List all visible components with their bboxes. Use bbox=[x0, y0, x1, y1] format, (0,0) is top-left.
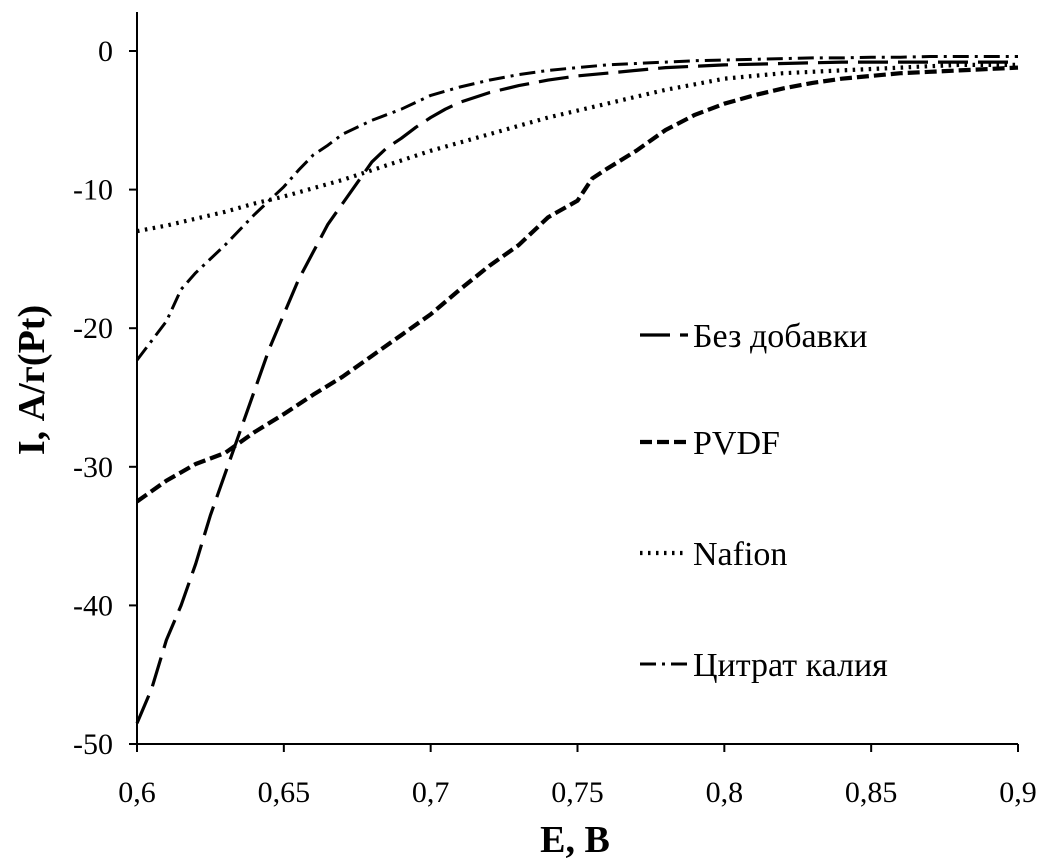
axes: 0-10-20-30-40-50 0,6 0,65 0,7 0,75 0,8 0,85 0,… bbox=[73, 12, 1037, 809]
legend: Без добавки PVDF Nafion Цитрат калия bbox=[640, 318, 888, 684]
x-tick-label: 0,7 bbox=[412, 776, 450, 809]
series-line-4 bbox=[135, 55, 1018, 362]
legend-label-1: Без добавки bbox=[693, 318, 867, 355]
y-tick-label: -10 bbox=[73, 174, 113, 207]
y-tick-label: -30 bbox=[73, 451, 113, 484]
x-tick-label: 0,75 bbox=[551, 776, 604, 809]
x-tick-label: 0,8 bbox=[706, 776, 744, 809]
x-axis-title: E, В bbox=[540, 819, 610, 861]
y-tick-label: -50 bbox=[73, 728, 113, 761]
x-tick-label: 0,6 bbox=[118, 776, 156, 809]
legend-label-3: Nafion bbox=[693, 536, 787, 573]
series-group bbox=[135, 55, 1019, 724]
series-line-2 bbox=[135, 65, 1019, 504]
x-ticks: 0,6 0,65 0,7 0,75 0,8 0,85 0,9 bbox=[118, 744, 1037, 809]
y-ticks: 0 -10 -20 -30 -40 -50 bbox=[73, 35, 137, 761]
x-tick-label: 0,9 bbox=[999, 776, 1037, 809]
y-tick-label: 0 bbox=[98, 35, 113, 68]
legend-label-2: PVDF bbox=[693, 425, 780, 462]
y-tick-label: -20 bbox=[73, 312, 113, 345]
x-tick-label: 0,65 bbox=[258, 776, 311, 809]
x-tick-label: 0,85 bbox=[845, 776, 898, 809]
series-line-1 bbox=[135, 60, 1018, 724]
y-tick-label: -40 bbox=[73, 589, 113, 622]
y-axis-title: I, А/г(Pt) bbox=[11, 305, 53, 455]
legend-label-4: Цитрат калия bbox=[693, 647, 888, 684]
series-line-3 bbox=[136, 62, 1018, 234]
